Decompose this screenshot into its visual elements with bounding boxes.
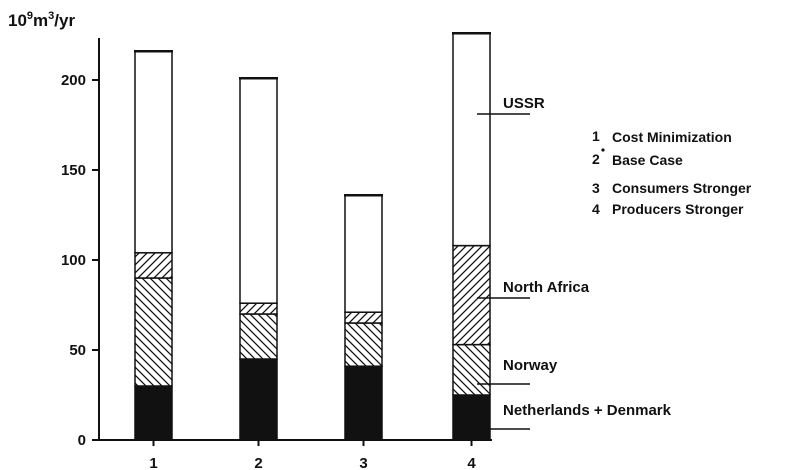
y-tick-label-0: 0 — [78, 432, 86, 449]
bar-1-segment-north-africa — [134, 252, 173, 279]
legend-label-2: Base Case — [612, 152, 683, 168]
y-tick-label-200: 200 — [61, 72, 86, 89]
legend-key-3: 3 — [592, 180, 600, 196]
legend-label-1: Cost Minimization — [612, 129, 732, 145]
x-tick-label-3: 3 — [359, 455, 367, 470]
bar-4-segment-ussr — [452, 32, 491, 247]
bar-4-segment-north-africa — [452, 244, 491, 346]
legend: 1 Cost Minimization 2 Base Case 3 Consum… — [592, 128, 752, 217]
bar-3-segment-netherlands-denmark — [344, 365, 383, 441]
series-label-ussr: USSR — [503, 95, 545, 112]
legend-label-4: Producers Stronger — [612, 201, 744, 217]
bar-3-segment-norway — [344, 322, 383, 367]
series-label-netherlands-denmark: Netherlands + Denmark — [503, 402, 672, 419]
series-label-north-africa: North Africa — [503, 279, 590, 296]
bar-2-segment-norway — [239, 313, 278, 360]
legend-key-2: 2 — [592, 151, 600, 167]
series-label-norway: Norway — [503, 357, 558, 374]
series-labels-group: Netherlands + Denmark Norway North Africa U… — [477, 95, 672, 430]
bar-4-segment-netherlands-denmark — [452, 394, 491, 441]
bar-3-segment-ussr — [344, 194, 383, 313]
y-tick-label-50: 50 — [69, 342, 86, 359]
x-labels-group: 1 2 3 4 — [149, 440, 476, 470]
x-tick-label-4: 4 — [467, 455, 476, 470]
bar-2-segment-netherlands-denmark — [239, 358, 278, 441]
y-tick-label-150: 150 — [61, 162, 86, 179]
bar-2-segment-ussr — [239, 77, 278, 304]
legend-dot — [601, 148, 605, 152]
bar-3-segment-north-africa — [344, 311, 383, 324]
x-tick-label-1: 1 — [149, 455, 157, 470]
bar-2-segment-north-africa — [239, 302, 278, 315]
legend-key-1: 1 — [592, 128, 600, 144]
bar-1-segment-ussr — [134, 50, 173, 254]
bars-group — [134, 31, 491, 441]
bar-1-segment-norway — [134, 277, 173, 387]
bar-4-segment-norway — [452, 343, 491, 396]
y-axis-unit-label: 109m3/yr — [8, 10, 75, 30]
legend-label-3: Consumers Stronger — [612, 180, 752, 196]
y-tick-label-100: 100 — [61, 252, 86, 269]
legend-key-4: 4 — [592, 201, 600, 217]
y-ticks-group: 0 50 100 150 200 — [61, 72, 99, 449]
x-tick-label-2: 2 — [254, 455, 262, 470]
bar-1-segment-netherlands-denmark — [134, 385, 173, 441]
